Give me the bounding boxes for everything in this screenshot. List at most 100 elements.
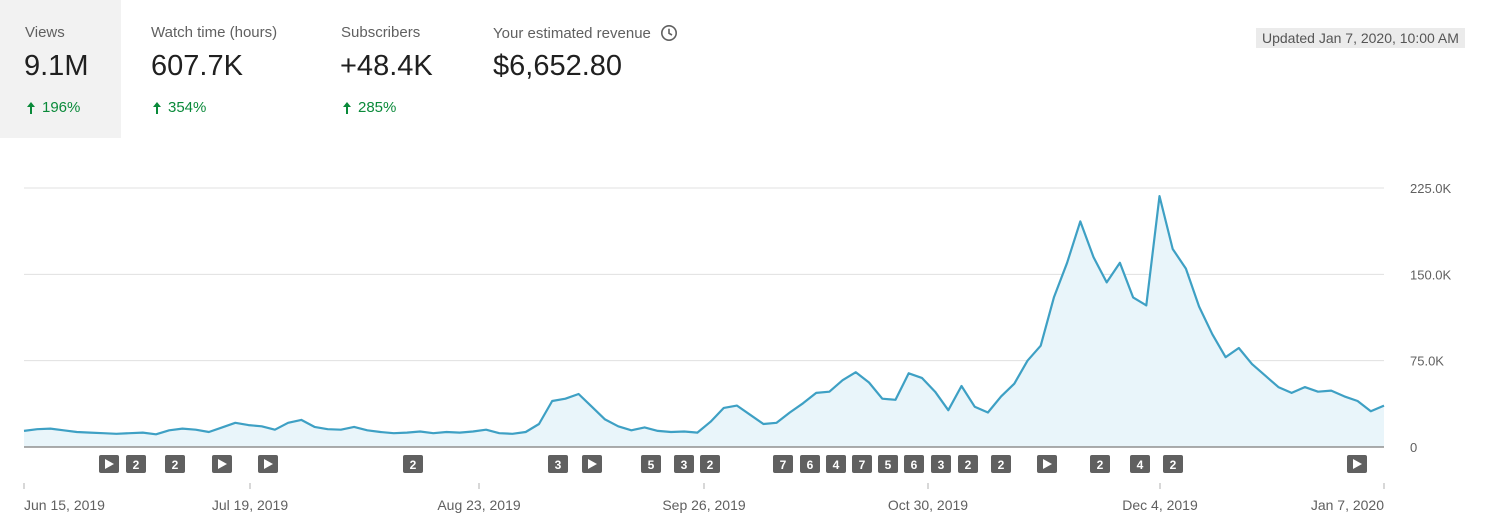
video-markers: 2 2 2 3 5 3 2 7 6 4 7 5 6 3 2 2 2 4 2: [99, 455, 1367, 473]
video-marker-label: 7: [859, 458, 866, 472]
video-marker-label: 2: [998, 458, 1005, 472]
y-tick-label: 225.0K: [1410, 181, 1452, 196]
metric-value-revenue: $6,652.80: [493, 50, 623, 82]
video-marker-count[interactable]: 2: [1090, 455, 1110, 473]
x-axis-ticks: Jun 15, 2019 Jul 19, 2019 Aug 23, 2019 Sep …: [23, 483, 1385, 513]
play-icon: [218, 459, 227, 469]
video-marker-label: 2: [172, 458, 179, 472]
video-marker-count[interactable]: 5: [641, 455, 661, 473]
metric-value-watch-time: 607.7K: [151, 50, 243, 82]
video-marker-count[interactable]: 2: [1163, 455, 1183, 473]
video-marker-box: [1130, 455, 1150, 473]
video-marker-box: [904, 455, 924, 473]
x-tick-label: Jan 7, 2020: [1311, 497, 1384, 513]
video-marker-label: 2: [133, 458, 140, 472]
metric-value-subscribers: +48.4K: [340, 50, 433, 82]
video-marker-count[interactable]: 2: [991, 455, 1011, 473]
play-icon: [1353, 459, 1362, 469]
video-marker-box: [991, 455, 1011, 473]
metric-card-subscribers[interactable]: Subscribers +48.4K 285%: [311, 0, 463, 138]
video-marker-label: 3: [681, 458, 688, 472]
video-marker-box: [852, 455, 872, 473]
video-marker-count[interactable]: 6: [800, 455, 820, 473]
play-icon: [588, 459, 597, 469]
video-marker-box: [700, 455, 720, 473]
video-marker-label: 2: [707, 458, 714, 472]
x-tick-label: Aug 23, 2019: [437, 497, 521, 513]
video-marker-box: [548, 455, 568, 473]
video-marker-box: [674, 455, 694, 473]
x-tick-label: Jun 15, 2019: [24, 497, 105, 513]
metric-card-watch-time[interactable]: Watch time (hours) 607.7K 354%: [121, 0, 311, 138]
updated-badge: Updated Jan 7, 2020, 10:00 AM: [1256, 28, 1465, 48]
video-marker-box: [800, 455, 820, 473]
arrow-up-icon: [153, 101, 161, 114]
video-marker-box: [1163, 455, 1183, 473]
y-tick-label: 150.0K: [1410, 267, 1452, 282]
video-marker-count[interactable]: 4: [826, 455, 846, 473]
video-marker-box: [826, 455, 846, 473]
video-marker-box: [931, 455, 951, 473]
video-marker-count[interactable]: 2: [165, 455, 185, 473]
video-marker-count[interactable]: 2: [126, 455, 146, 473]
video-marker-count[interactable]: 7: [852, 455, 872, 473]
play-icon: [1043, 459, 1052, 469]
video-marker-label: 6: [911, 458, 918, 472]
x-tick-label: Jul 19, 2019: [212, 497, 288, 513]
video-marker-count[interactable]: 3: [548, 455, 568, 473]
metric-delta-subscribers: 285%: [342, 99, 396, 116]
y-tick-label: 75.0K: [1410, 354, 1444, 369]
video-marker-label: 2: [410, 458, 417, 472]
video-marker-box: [878, 455, 898, 473]
video-marker-count[interactable]: 5: [878, 455, 898, 473]
metric-delta-views: 196%: [26, 99, 80, 116]
video-marker-label: 7: [780, 458, 787, 472]
video-marker-count[interactable]: 3: [674, 455, 694, 473]
video-marker-label: 2: [965, 458, 972, 472]
metric-label-revenue-text: Your estimated revenue: [493, 24, 651, 42]
video-marker-box: [403, 455, 423, 473]
play-icon: [105, 459, 114, 469]
video-marker-label: 5: [648, 458, 655, 472]
video-marker-play[interactable]: [258, 455, 278, 473]
video-marker-box: [773, 455, 793, 473]
video-marker-play[interactable]: [582, 455, 602, 473]
metric-delta-text: 196%: [42, 99, 81, 116]
clock-icon[interactable]: [660, 24, 678, 42]
video-marker-count[interactable]: 2: [958, 455, 978, 473]
video-marker-count[interactable]: 2: [403, 455, 423, 473]
metric-label-subscribers: Subscribers: [341, 24, 421, 41]
video-marker-label: 4: [1137, 458, 1144, 472]
video-marker-label: 3: [938, 458, 945, 472]
video-marker-box: [641, 455, 661, 473]
metric-card-revenue[interactable]: Your estimated revenue $6,652.80: [463, 0, 693, 138]
arrow-up-icon: [343, 101, 351, 114]
x-tick-label: Oct 30, 2019: [888, 497, 968, 513]
video-marker-play[interactable]: [1347, 455, 1367, 473]
video-marker-count[interactable]: 2: [700, 455, 720, 473]
video-marker-count[interactable]: 7: [773, 455, 793, 473]
arrow-up-icon: [27, 101, 35, 114]
views-chart: 0 75.0K 150.0K 225.0K 2 2 2 3 5 3 2 7 6 4 7 5 6 3 2 2 2 4 2 J…: [23, 181, 1452, 513]
metric-label-watch-time: Watch time (hours): [151, 24, 278, 41]
views-area-fill: [24, 196, 1384, 447]
metric-label-views: Views: [25, 24, 65, 41]
video-marker-box: [1090, 455, 1110, 473]
video-marker-label: 4: [833, 458, 840, 472]
metric-delta-text: 285%: [358, 99, 397, 116]
video-marker-play[interactable]: [99, 455, 119, 473]
video-marker-label: 2: [1097, 458, 1104, 472]
video-marker-play[interactable]: [1037, 455, 1057, 473]
video-marker-count[interactable]: 4: [1130, 455, 1150, 473]
metric-cards: Views 9.1M 196% Watch time (hours) 607.7…: [0, 0, 693, 138]
video-marker-count[interactable]: 6: [904, 455, 924, 473]
metric-card-views[interactable]: Views 9.1M 196%: [0, 0, 121, 138]
metric-label-revenue: Your estimated revenue: [493, 24, 678, 42]
video-marker-box: [126, 455, 146, 473]
metric-delta-watch-time: 354%: [152, 99, 206, 116]
video-marker-play[interactable]: [212, 455, 232, 473]
video-marker-box: [958, 455, 978, 473]
metric-value-views: 9.1M: [24, 50, 89, 82]
video-marker-count[interactable]: 3: [931, 455, 951, 473]
video-marker-label: 6: [807, 458, 814, 472]
